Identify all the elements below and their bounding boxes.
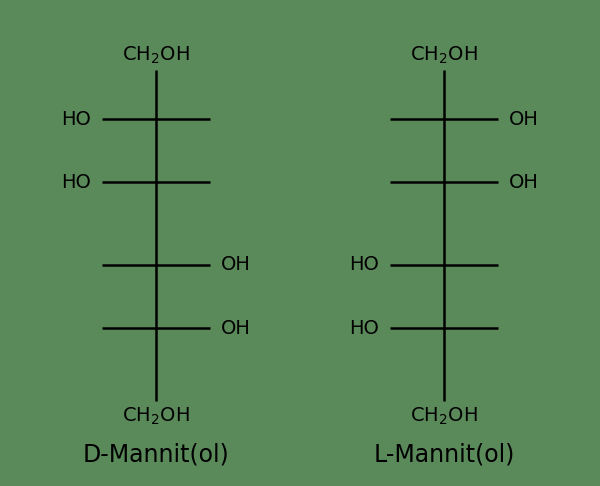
- Text: HO: HO: [61, 173, 91, 192]
- Text: CH$_2$OH: CH$_2$OH: [410, 44, 478, 66]
- Text: HO: HO: [349, 255, 379, 275]
- Text: OH: OH: [221, 255, 251, 275]
- Text: OH: OH: [221, 318, 251, 338]
- Text: HO: HO: [61, 109, 91, 129]
- Text: OH: OH: [509, 109, 539, 129]
- Text: CH$_2$OH: CH$_2$OH: [122, 44, 190, 66]
- Text: L-Mannit(ol): L-Mannit(ol): [373, 442, 515, 467]
- Text: HO: HO: [349, 318, 379, 338]
- Text: CH$_2$OH: CH$_2$OH: [122, 406, 190, 427]
- Text: OH: OH: [509, 173, 539, 192]
- Text: D-Mannit(ol): D-Mannit(ol): [83, 442, 229, 467]
- Text: CH$_2$OH: CH$_2$OH: [410, 406, 478, 427]
